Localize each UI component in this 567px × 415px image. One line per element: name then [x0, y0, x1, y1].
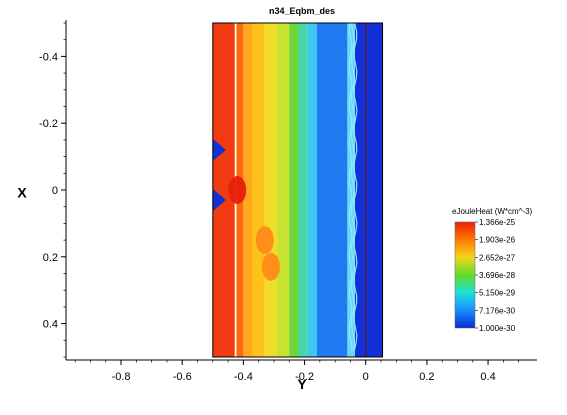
- colorbar-tick-label: 2.652e-27: [479, 253, 516, 262]
- heat-blob: [228, 176, 247, 204]
- interface-stripe: [350, 23, 356, 352]
- heat-band: [355, 23, 383, 357]
- x-tick-label: -0.8: [112, 371, 131, 383]
- heat-band: [277, 23, 290, 357]
- colorbar-tick-label: 1.366e-25: [479, 218, 516, 227]
- colorbar-tick-label: 1.000e-30: [479, 324, 516, 333]
- x-tick-label: 0: [363, 371, 369, 383]
- colorbar: eJouleHeat (W*cm^-3) 1.366e-25 1.903e-26 2…: [452, 207, 533, 333]
- x-axis-title: Y: [297, 376, 307, 392]
- heat-band: [298, 23, 308, 357]
- x-tick-label: 0.2: [419, 371, 434, 383]
- heat-band: [212, 23, 235, 357]
- heat-notch: [212, 188, 226, 212]
- x-ticks: -0.8 -0.6 -0.4 -0.2 0 0.2 0.4: [74, 360, 519, 383]
- colorbar-tick-label: 7.176e-30: [479, 306, 516, 315]
- heat-band: [289, 23, 299, 357]
- interface-stripe: [353, 23, 358, 352]
- heat-features: [212, 138, 280, 281]
- heat-notch: [212, 138, 226, 162]
- colorbar-tick-label: 5.150e-29: [479, 289, 516, 298]
- interface-stripe: [348, 23, 353, 352]
- x-tick-label: 0.4: [480, 371, 495, 383]
- heat-bands: [212, 23, 383, 357]
- y-axis-title: X: [17, 185, 27, 201]
- chart-title: n34_Eqbm_des: [269, 6, 335, 16]
- colorbar-title: eJouleHeat (W*cm^-3): [452, 207, 533, 216]
- heat-band: [252, 23, 265, 357]
- axes: -0.8 -0.6 -0.4 -0.2 0 0.2 0.4 -0.4 -0.2 0 0.2 0.4: [39, 20, 537, 383]
- heat-blob: [261, 252, 280, 281]
- y-tick-label: -0.2: [39, 118, 58, 130]
- heat-blob: [255, 226, 274, 255]
- colorbar-labels: 1.366e-25 1.903e-26 2.652e-27 3.696e-28 5.15…: [475, 218, 516, 333]
- x-tick-label: -0.4: [234, 371, 253, 383]
- y-tick-label: 0.2: [43, 252, 58, 264]
- x-tick-label: -0.2: [295, 371, 314, 383]
- colorbar-tick-label: 3.696e-28: [479, 271, 516, 280]
- heat-band: [243, 23, 253, 357]
- heat-band: [264, 23, 278, 357]
- y-tick-label: -0.4: [39, 51, 58, 63]
- y-tick-label: 0: [52, 185, 58, 197]
- colorbar-tick-label: 1.903e-26: [479, 236, 516, 245]
- domain-outline: [212, 22, 384, 358]
- plot-area: [212, 22, 384, 358]
- y-ticks: -0.4 -0.2 0 0.2 0.4: [39, 22, 66, 358]
- y-tick-label: 0.4: [43, 319, 58, 331]
- heat-band: [307, 23, 317, 357]
- x-tick-label: -0.6: [173, 371, 192, 383]
- colorbar-gradient: [454, 221, 476, 329]
- heat-band: [316, 23, 348, 357]
